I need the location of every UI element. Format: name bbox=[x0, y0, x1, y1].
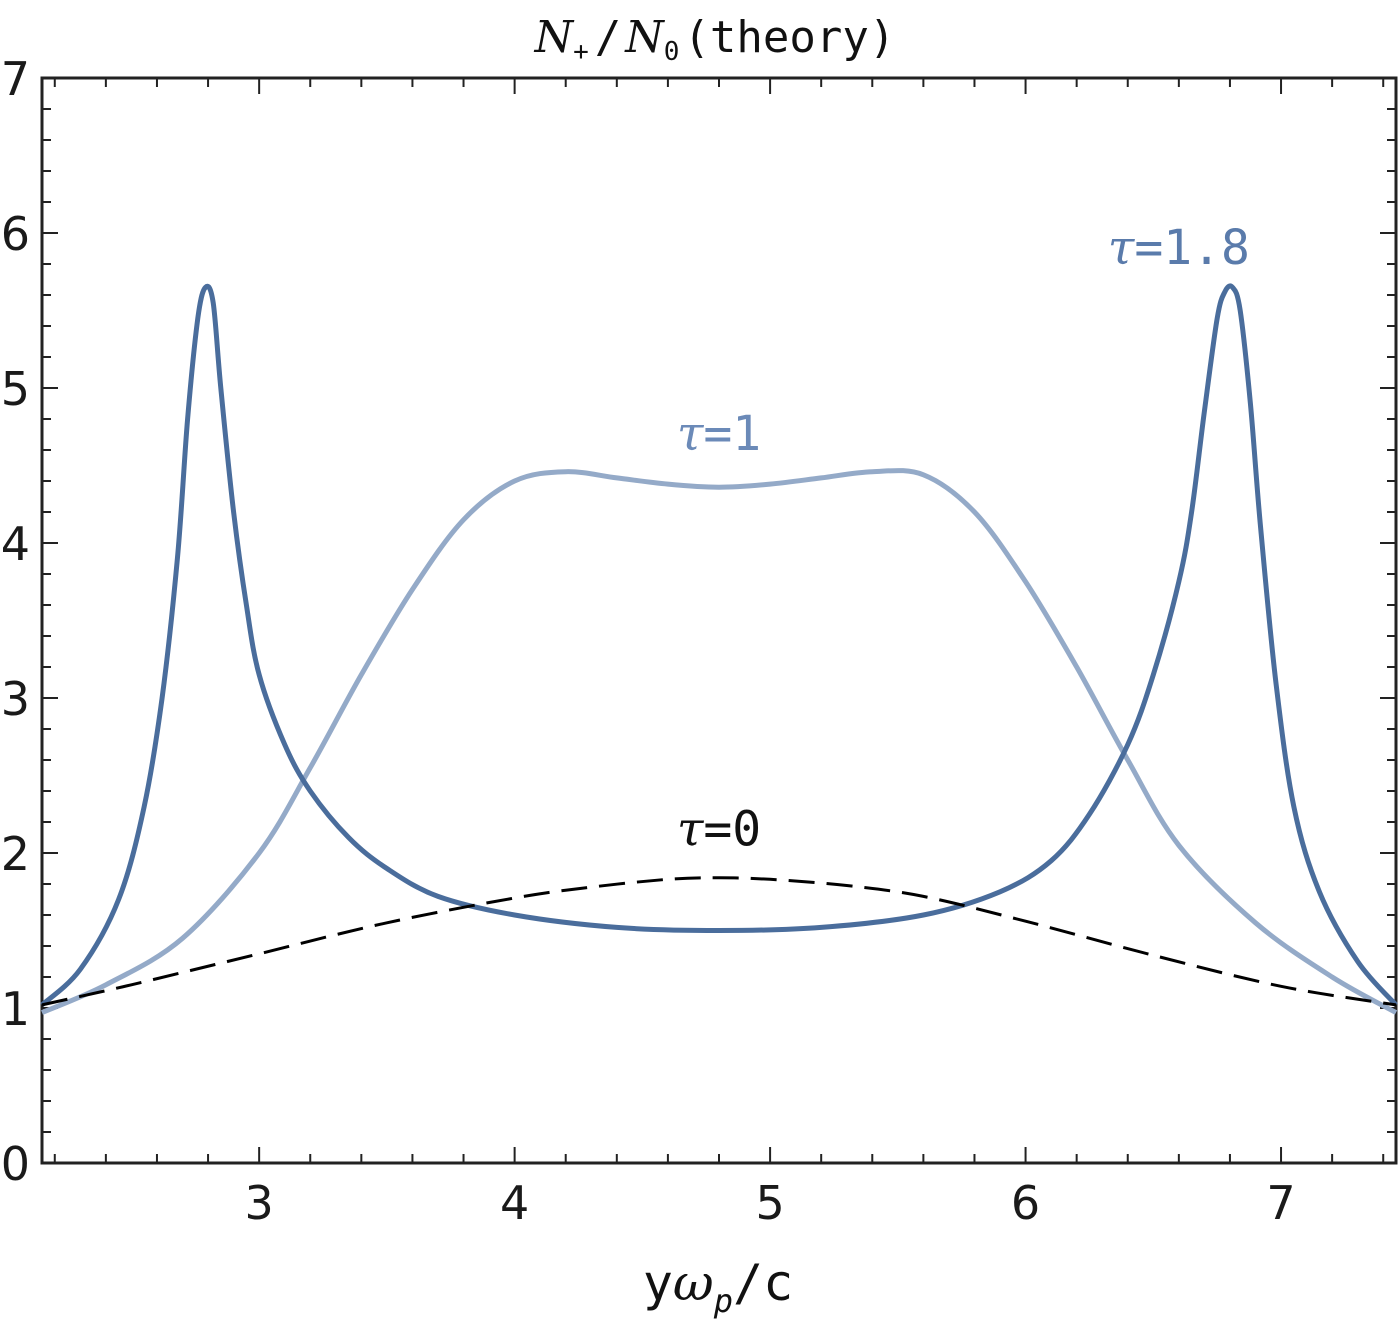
title-n-plus-sub: + bbox=[573, 37, 589, 67]
y-tick-label: 0 bbox=[1, 1137, 30, 1191]
annotation-tau-0: τ=0 bbox=[677, 801, 761, 857]
xlabel-rest: /c bbox=[733, 1254, 793, 1312]
chart-title: N+/N0(theory) bbox=[534, 12, 896, 67]
y-tick-label: 3 bbox=[1, 672, 30, 726]
xlabel-y: y bbox=[643, 1254, 673, 1312]
title-theory: (theory) bbox=[683, 12, 895, 63]
y-tick-label: 1 bbox=[1, 982, 30, 1036]
title-n-zero-sub: 0 bbox=[664, 37, 680, 67]
annotation-tau-1-symbol: τ bbox=[677, 406, 705, 462]
xlabel-omega: ω bbox=[673, 1254, 714, 1312]
series-tau-1-8-line bbox=[40, 283, 1398, 1007]
y-tick-label: 6 bbox=[1, 207, 30, 261]
annotation-tau-1-value: =1 bbox=[703, 406, 761, 462]
x-tick-label: 7 bbox=[1266, 1176, 1295, 1230]
x-tick-label: 3 bbox=[245, 1176, 274, 1230]
x-tick-label: 4 bbox=[500, 1176, 529, 1230]
series-tau-0-line bbox=[41, 876, 1397, 1007]
axis-tick-labels: 3 4 5 6 7 0 1 2 3 4 5 6 7 bbox=[1, 52, 1296, 1230]
x-tick-label: 6 bbox=[1011, 1176, 1040, 1230]
y-tick-label: 7 bbox=[1, 52, 30, 106]
title-n-plus: N bbox=[534, 12, 575, 63]
xlabel-omega-sub: p bbox=[713, 1282, 733, 1320]
series-layer bbox=[40, 283, 1398, 1015]
annotation-tau-0-symbol: τ bbox=[677, 801, 705, 857]
y-tick-label: 5 bbox=[1, 362, 30, 416]
title-slash: / bbox=[595, 12, 622, 63]
y-tick-label: 4 bbox=[1, 517, 30, 571]
axis-ticks bbox=[42, 77, 1396, 1164]
annotation-tau-1-8-value: =1.8 bbox=[1134, 220, 1250, 276]
x-axis-label: yωp/c bbox=[643, 1254, 793, 1320]
title-n-zero: N bbox=[624, 12, 665, 63]
x-tick-label: 5 bbox=[755, 1176, 784, 1230]
annotation-tau-1-8: τ=1.8 bbox=[1108, 220, 1250, 276]
annotation-tau-0-value: =0 bbox=[703, 801, 761, 857]
y-tick-label: 2 bbox=[1, 827, 30, 881]
annotation-tau-1: τ=1 bbox=[677, 406, 761, 462]
annotation-tau-1-8-symbol: τ bbox=[1108, 220, 1136, 276]
